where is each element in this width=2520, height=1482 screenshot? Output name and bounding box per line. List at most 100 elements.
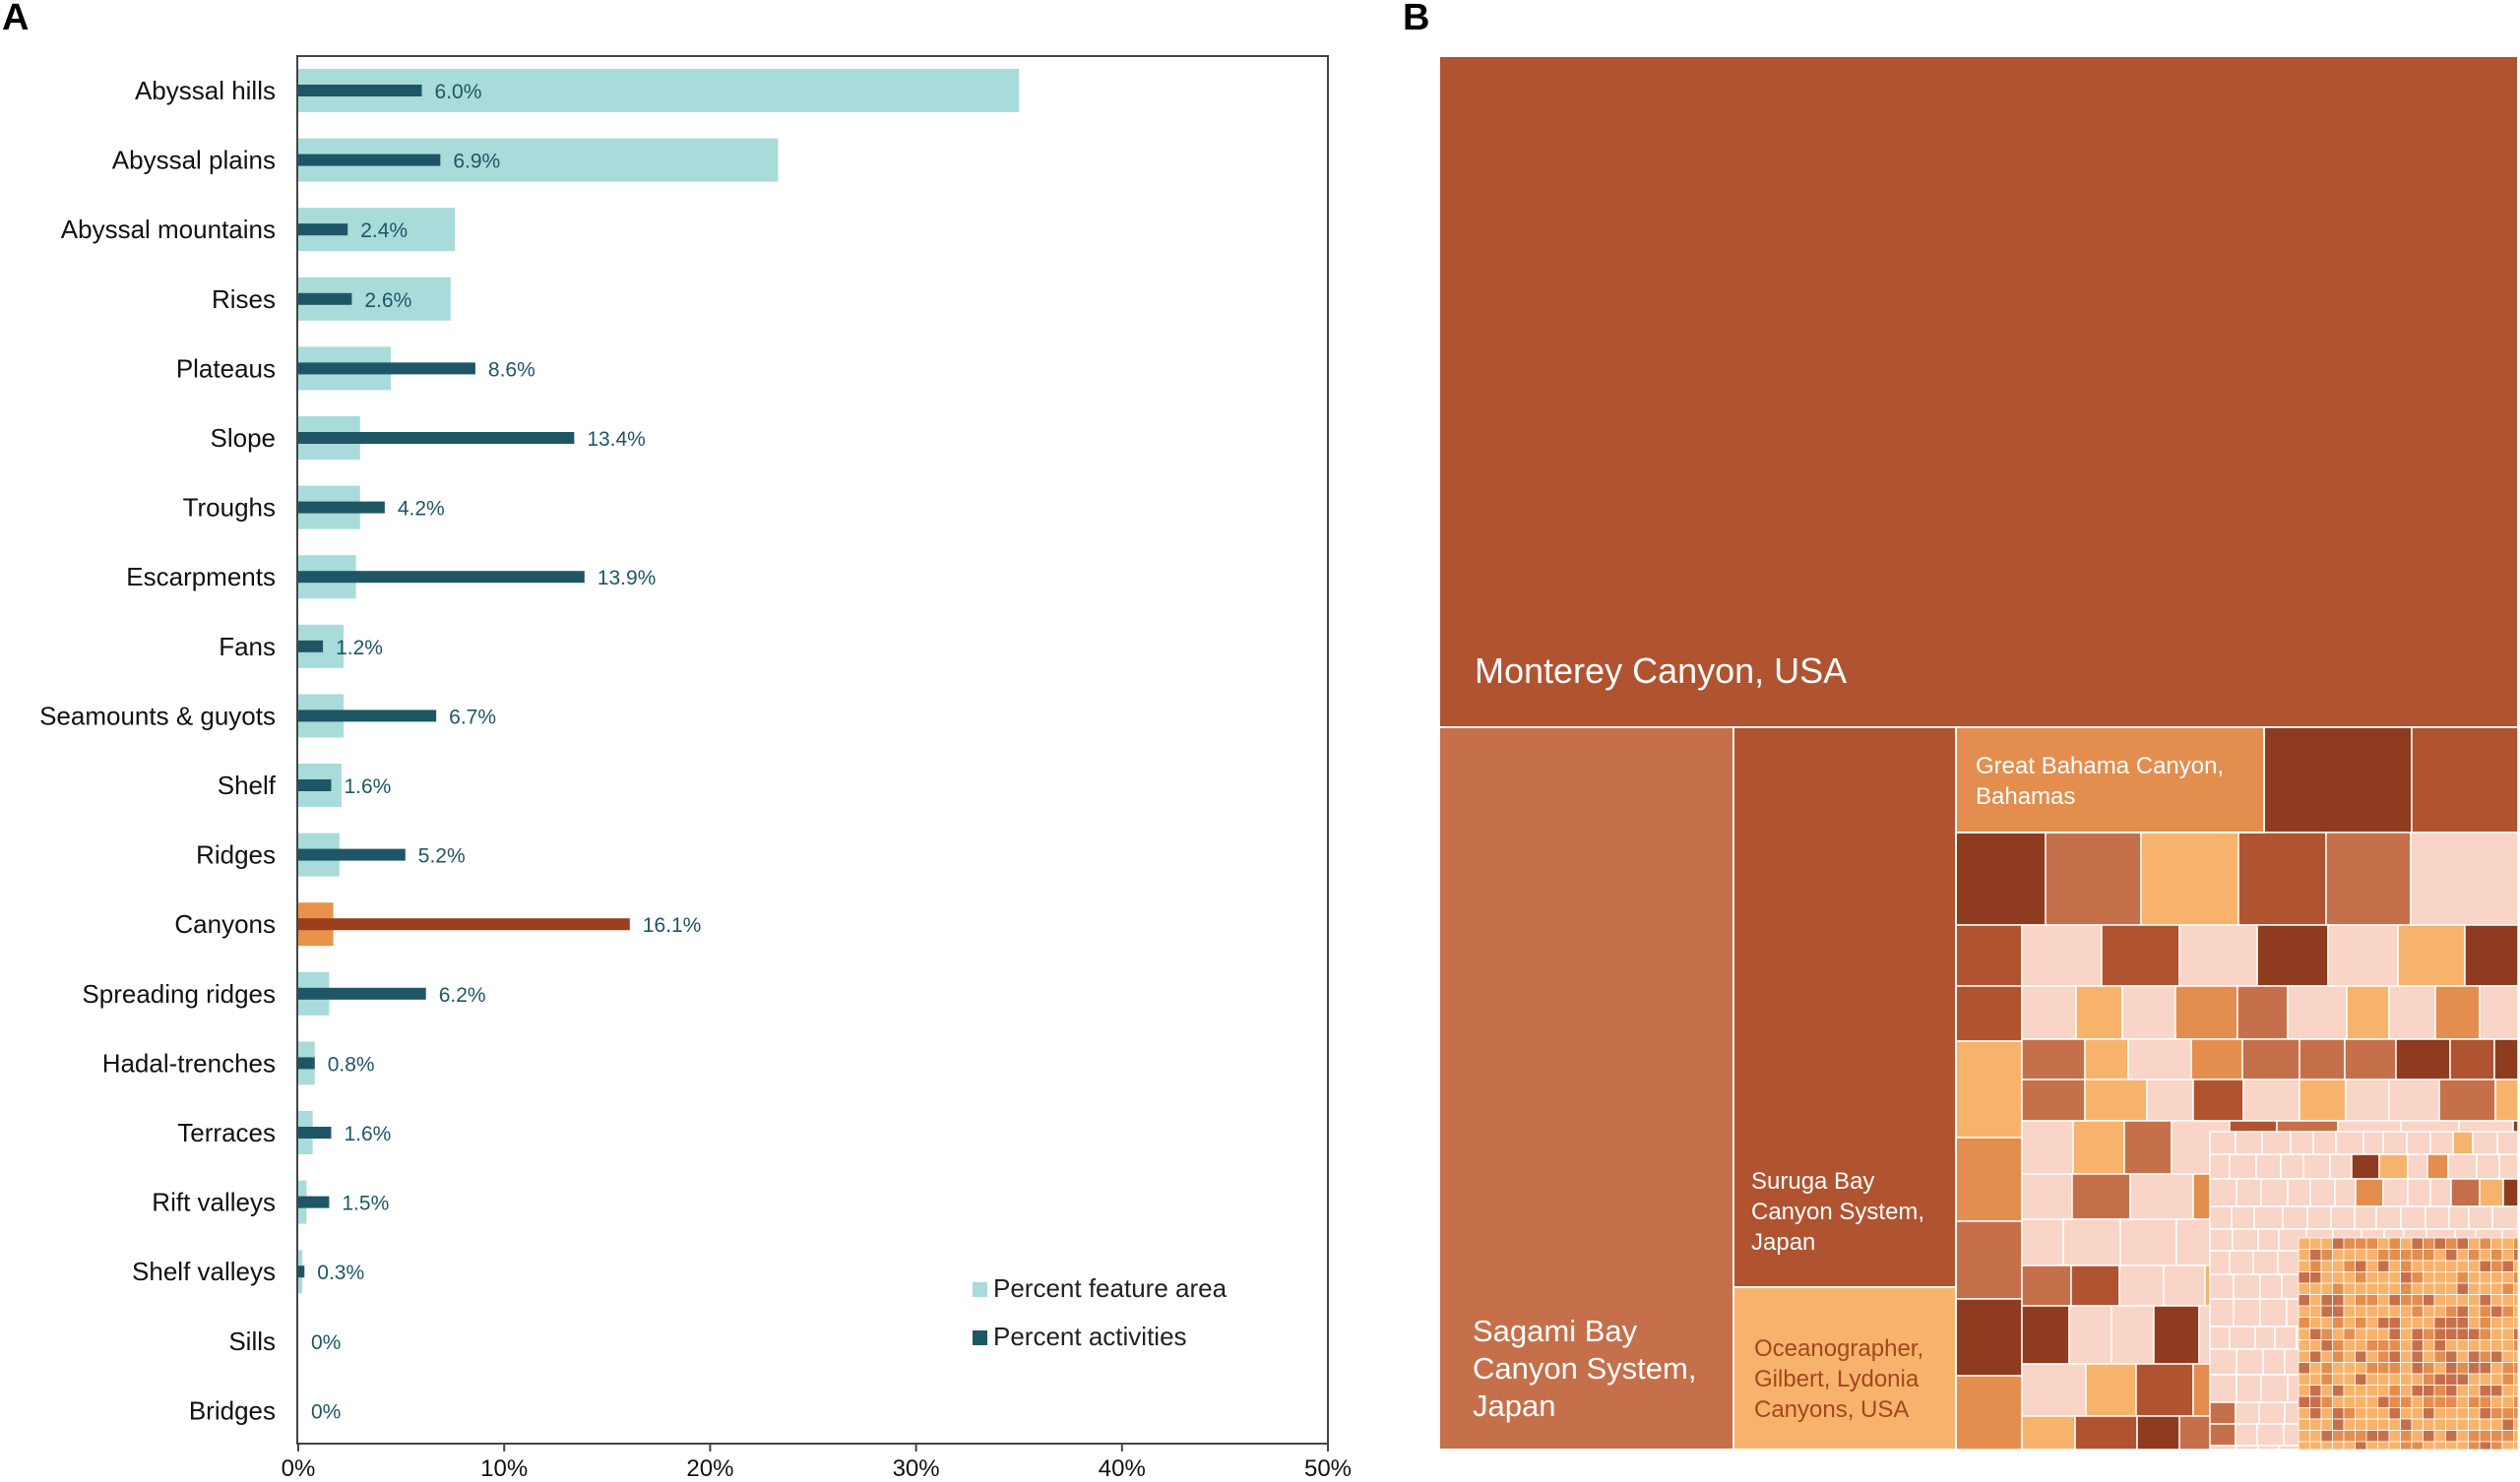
- category-label: Abyssal hills: [135, 76, 276, 105]
- treemap-tile: [2298, 1294, 2310, 1307]
- treemap-tile: [2355, 1178, 2384, 1207]
- treemap-tile: [2209, 1298, 2235, 1328]
- treemap-tile: [2298, 1385, 2310, 1397]
- treemap-tile: [2493, 1038, 2519, 1081]
- x-tick-label: 40%: [1099, 1455, 1146, 1482]
- treemap-tile: [2448, 1205, 2470, 1230]
- treemap-tile: [2452, 1131, 2474, 1155]
- treemap-tile: [2501, 1260, 2514, 1272]
- value-label: 13.9%: [598, 567, 657, 589]
- treemap-tile: [2365, 1362, 2378, 1375]
- treemap-tile: [1955, 1040, 2023, 1139]
- bar-activity-fans: [298, 640, 324, 652]
- treemap-tile: [2468, 1407, 2481, 1420]
- treemap-tile: [2320, 1249, 2333, 1262]
- treemap-tile: [2490, 1395, 2503, 1408]
- treemap-tile: [2411, 1260, 2424, 1272]
- treemap-tile: [2490, 1430, 2503, 1443]
- treemap-tile: [2490, 1260, 2503, 1272]
- value-label: 2.4%: [360, 219, 408, 242]
- treemap-tile: [2490, 1294, 2503, 1307]
- treemap-tile: [2423, 1350, 2435, 1363]
- treemap-tile: [2388, 1339, 2401, 1352]
- treemap-tile: [2127, 1038, 2192, 1081]
- treemap-tile: [2355, 1339, 2367, 1352]
- treemap-tile: [2298, 1260, 2310, 1272]
- treemap-tile: [2343, 1260, 2356, 1272]
- treemap-tile: [2479, 1407, 2491, 1420]
- treemap-tile: [2021, 1363, 2087, 1417]
- treemap-tile: [2433, 1328, 2446, 1340]
- treemap-tile: [2456, 1430, 2469, 1443]
- treemap-tile: [2513, 1271, 2519, 1284]
- treemap-tile: [2450, 1178, 2481, 1207]
- treemap-tile: [2068, 1305, 2112, 1365]
- treemap-tile: [2254, 1326, 2276, 1350]
- treemap-tile: [2501, 1350, 2514, 1363]
- value-label: 5.2%: [418, 845, 466, 868]
- treemap-tile: [2257, 1228, 2280, 1252]
- treemap-tile: [2464, 924, 2519, 987]
- treemap-tile: [2479, 1294, 2491, 1307]
- treemap-tile: [2298, 1395, 2310, 1408]
- treemap-tile: [2513, 1362, 2519, 1375]
- treemap-tile: [2456, 1328, 2469, 1340]
- treemap-tile: [2433, 1260, 2446, 1272]
- legend-label-activities: Percent activities: [993, 1322, 1187, 1351]
- category-label: Bridges: [189, 1395, 276, 1425]
- treemap-tile: [2423, 1260, 2435, 1272]
- treemap-tile: [2290, 1131, 2314, 1155]
- treemap-tile: [2332, 1407, 2345, 1420]
- treemap-tile: [2388, 1328, 2401, 1340]
- treemap-tile: [1955, 985, 2023, 1042]
- treemap-tile: [2433, 1430, 2446, 1443]
- treemap-tile: [2411, 1282, 2424, 1295]
- treemap-tile: [2501, 1385, 2514, 1397]
- treemap-tile: [2282, 1205, 2308, 1230]
- treemap-tile: [2490, 1418, 2503, 1431]
- treemap-tile: [2445, 1328, 2458, 1340]
- treemap-tile: [2388, 985, 2436, 1040]
- treemap-tile: [2400, 1237, 2413, 1250]
- value-label: 0.3%: [317, 1262, 364, 1284]
- value-label: 13.4%: [587, 428, 646, 451]
- treemap-tile: [1955, 924, 2023, 987]
- treemap-tile: [2456, 1317, 2469, 1329]
- treemap-tile: [2332, 1362, 2345, 1375]
- treemap-tile: [2423, 1418, 2435, 1431]
- treemap-tile: [2136, 1415, 2180, 1451]
- treemap-tile: [2332, 1373, 2345, 1386]
- treemap-tile: [2456, 1305, 2469, 1318]
- treemap-tile: [2330, 1205, 2356, 1230]
- treemap-tile: [2400, 1205, 2426, 1230]
- treemap-tile: [2260, 1178, 2289, 1207]
- treemap-tile: [2423, 1385, 2435, 1397]
- treemap-tile: [2343, 1430, 2356, 1443]
- treemap-tile: [2456, 1373, 2469, 1386]
- treemap-tile: [2445, 1237, 2458, 1250]
- treemap-tile: [2021, 1415, 2076, 1451]
- treemap-tile: [2236, 985, 2289, 1040]
- bar-activity-troughs: [298, 501, 385, 514]
- treemap-tile: [2377, 1294, 2390, 1307]
- treemap-tile: [2501, 1271, 2514, 1284]
- treemap-tile: [2411, 726, 2519, 834]
- treemap-tile: [2375, 1205, 2402, 1230]
- treemap-tile: [2468, 1305, 2481, 1318]
- treemap-tile: [2490, 1339, 2503, 1352]
- treemap-tile: [2388, 1294, 2401, 1307]
- treemap-tile: [2400, 1350, 2413, 1363]
- treemap-tile: [2309, 1407, 2322, 1420]
- treemap-tile: [2298, 1430, 2310, 1443]
- treemap-tile: [2377, 1339, 2390, 1352]
- label-monterey-canyon: Monterey Canyon, USA: [1475, 650, 1847, 691]
- treemap-tile: [2423, 1395, 2435, 1408]
- treemap-tile: [2513, 1294, 2519, 1307]
- treemap-tile: [2298, 1407, 2310, 1420]
- treemap-tile: [2490, 1282, 2503, 1295]
- treemap-tile: [2456, 1282, 2469, 1295]
- treemap-tile: [2084, 1079, 2148, 1122]
- treemap-tile: [2411, 1407, 2424, 1420]
- treemap-tile: [2479, 1305, 2491, 1318]
- treemap-tile: [2388, 1362, 2401, 1375]
